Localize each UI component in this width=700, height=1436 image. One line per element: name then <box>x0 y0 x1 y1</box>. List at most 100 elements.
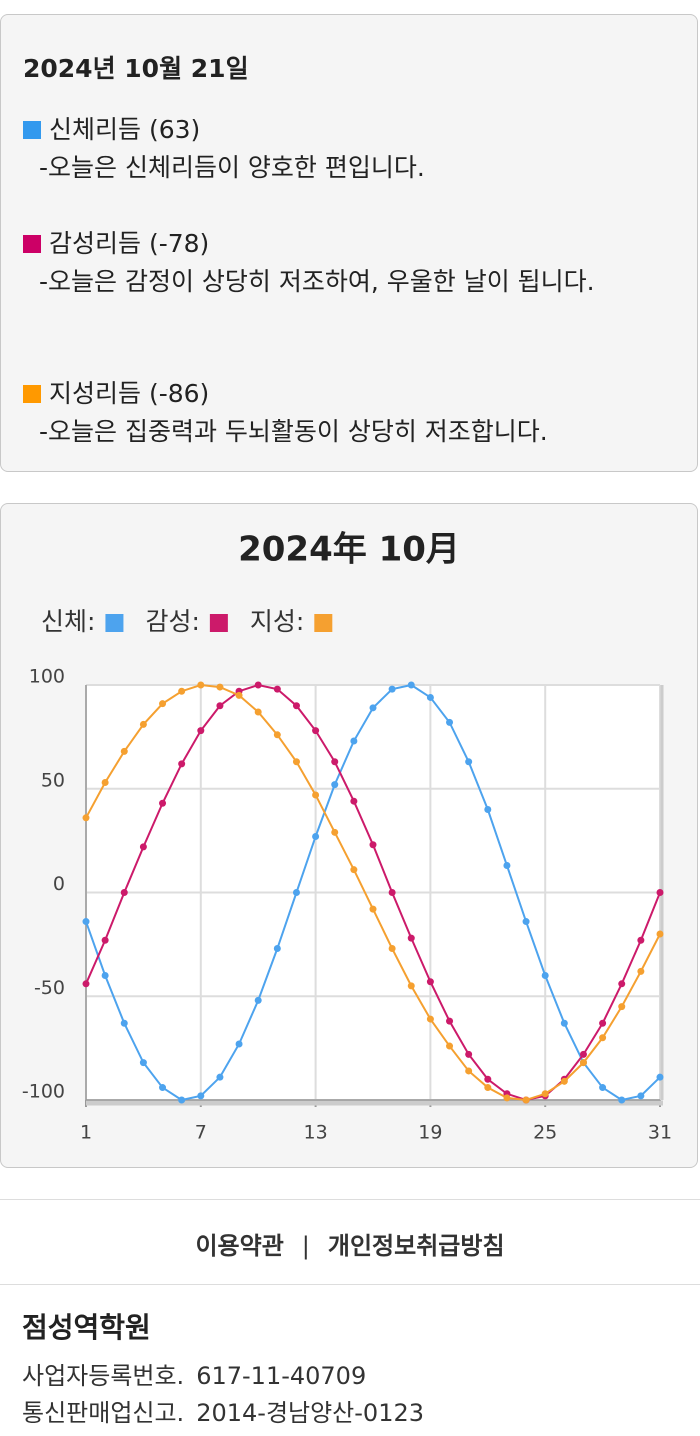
privacy-link[interactable]: 개인정보취급방침 <box>327 1232 505 1260</box>
rhythm-name: 감성리듬 (-78) <box>49 229 210 258</box>
data-point <box>599 1034 607 1042</box>
data-point <box>101 936 109 944</box>
data-point <box>312 791 320 799</box>
data-point <box>197 1092 205 1100</box>
company-name: 점성역학원 <box>22 1311 151 1344</box>
rhythm-text: -오늘은 감정이 상당히 저조하여, 우울한 날이 됩니다. <box>39 267 595 296</box>
data-point <box>579 1059 587 1067</box>
data-point <box>159 1084 167 1092</box>
legend-swatch <box>209 614 228 632</box>
data-point <box>120 747 128 755</box>
data-point <box>350 737 358 745</box>
data-point <box>82 918 90 926</box>
data-point <box>426 1015 434 1023</box>
data-point <box>254 708 262 716</box>
data-point <box>216 702 224 710</box>
data-point <box>273 945 281 953</box>
data-point <box>331 758 339 766</box>
data-point <box>446 1017 454 1025</box>
data-point <box>599 1019 607 1027</box>
data-point <box>426 978 434 986</box>
data-point <box>139 843 147 851</box>
data-point <box>235 691 243 699</box>
data-point <box>120 889 128 896</box>
info-value: 2014-경남양산-0123 <box>196 1399 424 1427</box>
data-point <box>273 685 281 693</box>
footer-links: 이용약관 | 개인정보취급방침 <box>0 1226 700 1261</box>
data-point <box>446 1042 454 1050</box>
data-point <box>139 720 147 728</box>
data-point <box>484 1075 492 1083</box>
data-point <box>159 799 167 807</box>
y-tick-label: 50 <box>41 769 65 791</box>
rhythm-item: 신체리듬 (63) -오늘은 신체리듬이 양호한 편입니다. <box>23 111 667 187</box>
legend-swatch <box>105 614 124 632</box>
data-point <box>292 889 300 896</box>
legend-label: 지성: <box>250 607 304 636</box>
data-point <box>656 889 664 896</box>
data-point <box>388 945 396 953</box>
data-point <box>637 967 645 975</box>
data-point <box>618 980 626 988</box>
data-point <box>254 996 262 1004</box>
y-tick-label: 0 <box>53 873 65 895</box>
data-point <box>388 889 396 896</box>
rhythm-item: 감성리듬 (-78) -오늘은 감정이 상당히 저조하여, 우울한 날이 됩니다. <box>23 225 667 301</box>
data-point <box>618 1096 626 1104</box>
summary-card: 2024년 10월 21일 신체리듬 (63) -오늘은 신체리듬이 양호한 편입… <box>0 14 698 472</box>
color-square <box>23 121 41 139</box>
data-point <box>465 1050 473 1058</box>
x-tick-label: 31 <box>648 1122 672 1144</box>
color-square <box>23 385 41 403</box>
data-point <box>522 918 530 926</box>
data-point <box>656 930 664 938</box>
data-point <box>216 683 224 691</box>
data-point <box>407 934 415 942</box>
data-point <box>407 982 415 990</box>
divider <box>0 1284 700 1285</box>
info-value: 617-11-40709 <box>196 1362 367 1390</box>
y-tick-label: 100 <box>29 666 65 688</box>
rhythm-name: 지성리듬 (-86) <box>49 379 210 408</box>
rhythm-text: -오늘은 집중력과 두뇌활동이 상당히 저조합니다. <box>39 417 548 446</box>
data-point <box>446 718 454 726</box>
rhythm-title: 지성리듬 (-86) <box>23 375 667 413</box>
data-point <box>522 1096 530 1104</box>
data-point <box>637 936 645 944</box>
data-point <box>312 727 320 735</box>
data-point <box>159 700 167 708</box>
info-row: 사업자등록번호. 617-11-40709 <box>22 1356 366 1391</box>
date: 2024년 10월 21일 <box>23 54 249 83</box>
y-tick-label: -50 <box>34 977 65 999</box>
data-point <box>407 681 415 689</box>
legend-swatch <box>314 614 333 632</box>
data-point <box>197 727 205 735</box>
rhythm-text: -오늘은 신체리듬이 양호한 편입니다. <box>39 153 425 182</box>
x-tick-label: 1 <box>80 1122 92 1144</box>
data-point <box>312 832 320 840</box>
data-point <box>292 758 300 766</box>
data-point <box>139 1059 147 1067</box>
data-point <box>369 704 377 712</box>
data-point <box>426 693 434 701</box>
data-point <box>350 797 358 805</box>
terms-link[interactable]: 이용약관 <box>195 1232 284 1260</box>
data-point <box>656 1073 664 1081</box>
data-point <box>465 1067 473 1075</box>
x-tick-label: 13 <box>304 1122 328 1144</box>
data-point <box>465 758 473 766</box>
data-point <box>254 681 262 689</box>
color-square <box>23 235 41 253</box>
data-point <box>388 685 396 693</box>
data-point <box>484 1084 492 1092</box>
data-point <box>369 841 377 849</box>
data-point <box>292 702 300 710</box>
x-tick-label: 19 <box>418 1122 442 1144</box>
chart-title: 2024年 10月 <box>238 530 460 570</box>
data-point <box>637 1092 645 1100</box>
data-point <box>101 779 109 787</box>
data-point <box>484 806 492 813</box>
data-point <box>541 1090 549 1098</box>
data-point <box>541 972 549 979</box>
